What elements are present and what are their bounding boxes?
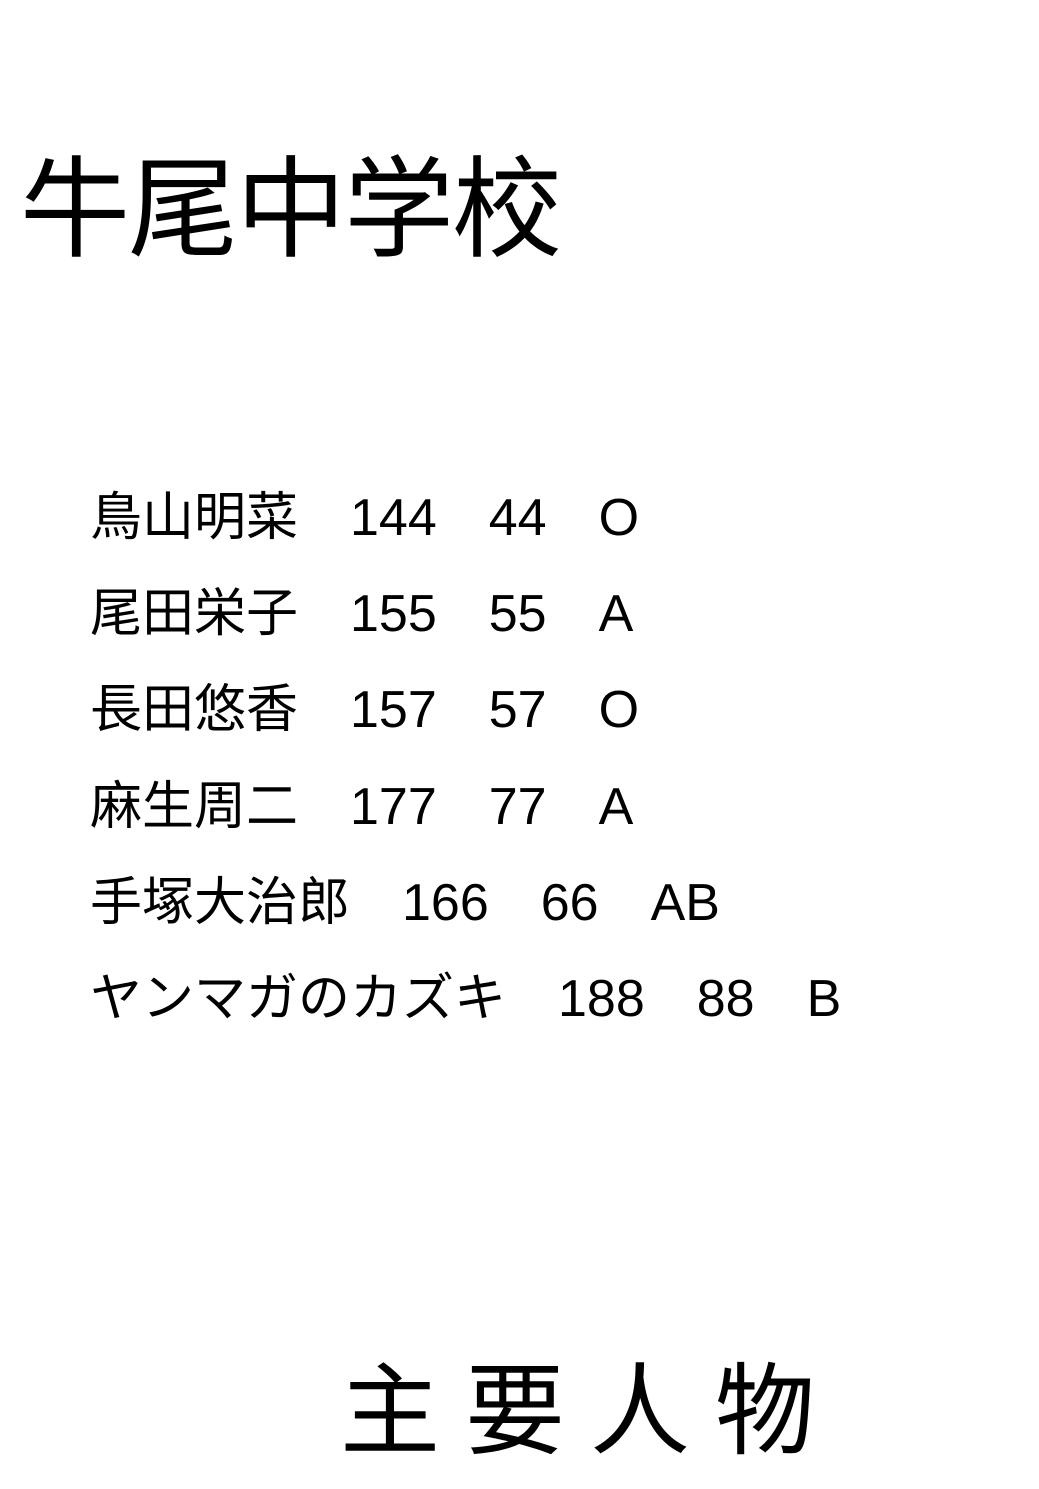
list-item: 手塚大治郎 166 66 AB: [90, 855, 841, 951]
list-item: 尾田栄子 155 55 A: [90, 566, 841, 662]
list-item: 長田悠香 157 57 O: [90, 662, 841, 758]
page-title: 牛尾中学校: [20, 120, 560, 280]
list-item: ヤンマガのカズキ 188 88 B: [90, 951, 841, 1047]
student-list: 鳥山明菜 144 44 O 尾田栄子 155 55 A 長田悠香 157 57 …: [90, 470, 841, 1047]
list-item: 鳥山明菜 144 44 O: [90, 470, 841, 566]
list-item: 麻生周二 177 77 A: [90, 759, 841, 855]
sub-title: 主要人物: [340, 1330, 840, 1475]
